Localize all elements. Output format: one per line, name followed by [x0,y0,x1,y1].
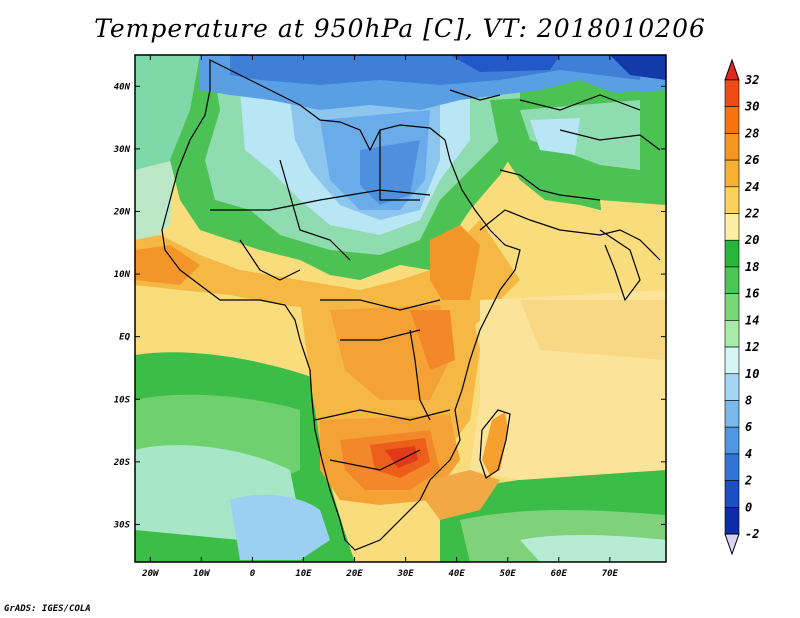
colorbar-label: 32 [744,73,759,87]
map-title: Temperature at 950hPa [C], VT: 201801020… [94,14,706,43]
colorbar-label: -2 [745,527,759,541]
colorbar-swatch [724,186,740,214]
colorbar-label: 4 [745,447,752,461]
colorbar-top-arrow [724,58,740,81]
map-frame [134,54,667,563]
lon-tick-label: 50E [500,569,517,579]
lon-tick-label: 10W [193,569,211,579]
colorbar-swatch [724,453,740,481]
lon-tick-label: 60E [551,569,568,579]
lat-tick-label: 30S [113,520,131,530]
colorbar-label: 0 [745,500,752,514]
colorbar-swatch [724,159,740,188]
colorbar-label: 10 [745,367,759,381]
grads-credit: GrADS: IGES/COLA [4,604,91,614]
lat-tick-label: 10S [114,395,131,405]
colorbar-swatch [724,239,740,268]
colorbar-label: 16 [745,287,759,301]
colorbar-label: 22 [744,207,759,221]
lon-tick-label: 20E [345,569,363,579]
lon-tick-label: 20W [141,569,160,579]
colorbar-swatch [724,480,740,508]
colorbar-swatch [724,133,740,161]
lat-tick-label: 10N [114,270,131,280]
colorbar-swatch [724,106,740,134]
colorbar-label: 8 [745,393,752,407]
lat-tick-label: 30N [113,145,131,155]
colorbar-swatch [724,506,740,535]
colorbar-label: 14 [745,313,759,327]
colorbar-swatch [724,266,740,294]
colorbar-label: 20 [744,233,759,247]
colorbar-label: 24 [744,180,759,194]
colorbar-swatch [724,346,740,375]
colorbar-label: 6 [745,420,752,434]
lon-tick-label: 70E [602,569,619,579]
colorbar-label: 28 [744,126,759,140]
colorbar-swatch [724,320,740,348]
colorbar-label: 26 [744,153,759,167]
colorbar-swatch [724,79,740,108]
lon-tick-label: 40E [449,569,466,579]
colorbar-swatch [724,426,740,455]
colorbar-swatch [724,293,740,321]
lon-tick-label: 30E [396,569,414,579]
lon-tick-label: 10E [295,569,312,579]
colorbar-label: 30 [744,100,759,114]
colorbar-swatch [724,213,740,241]
map-axes: 20W 10W 0 10E 20E 30E 40E 50E 60E 70E 40N 30N 20N 10N… [113,55,666,579]
lat-tick-label: 40N [114,82,131,92]
lat-tick-label: EQ [119,333,130,343]
colorbar-label: 12 [745,340,759,354]
lat-tick-label: 20N [113,207,131,217]
lat-tick-label: 20S [113,458,131,468]
colorbar-swatch [724,400,740,428]
colorbar-label: 2 [744,474,752,488]
colorbar-bottom-arrow [724,533,740,556]
lon-tick-label: 0 [250,569,256,579]
colorbar-label: 18 [745,260,759,274]
colorbar-swatch [724,373,740,401]
